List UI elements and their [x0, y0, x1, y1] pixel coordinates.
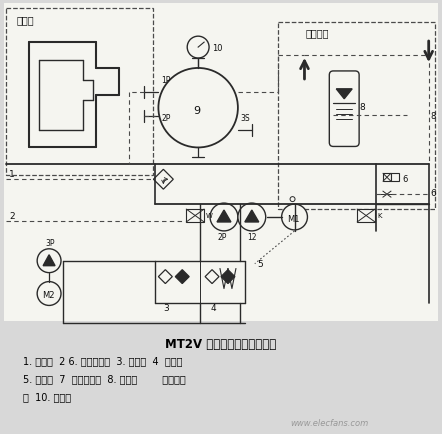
Text: 3S: 3S — [241, 113, 251, 122]
Polygon shape — [158, 270, 172, 284]
Text: 9: 9 — [193, 105, 200, 115]
Text: 关  10. 油压表: 关 10. 油压表 — [23, 391, 71, 401]
Text: 2P: 2P — [161, 113, 171, 122]
Circle shape — [187, 37, 209, 59]
Text: 12: 12 — [247, 232, 256, 241]
Text: www.elecfans.com: www.elecfans.com — [290, 418, 369, 427]
Polygon shape — [336, 89, 352, 99]
Text: 6: 6 — [403, 175, 408, 184]
Circle shape — [238, 204, 266, 231]
Circle shape — [158, 69, 238, 148]
Bar — [4, 4, 438, 322]
Text: MT2V 液压和主轴润滑原理图: MT2V 液压和主轴润滑原理图 — [165, 337, 277, 350]
Bar — [391, 174, 399, 182]
Polygon shape — [221, 270, 235, 284]
Text: 2: 2 — [9, 211, 15, 220]
Polygon shape — [205, 270, 219, 284]
Text: W: W — [206, 213, 213, 218]
Text: 8: 8 — [359, 102, 365, 112]
Circle shape — [37, 282, 61, 306]
Text: 1: 1 — [9, 170, 15, 179]
Polygon shape — [217, 210, 231, 223]
Text: 4: 4 — [210, 304, 216, 312]
Text: 2P: 2P — [217, 232, 226, 241]
Text: K: K — [377, 213, 381, 218]
Text: 5: 5 — [258, 259, 263, 268]
Text: 3: 3 — [164, 304, 169, 312]
Text: 液压系统: 液压系统 — [305, 28, 329, 38]
Bar — [186, 210, 204, 223]
Circle shape — [37, 249, 61, 273]
Text: 主轴箱: 主轴箱 — [16, 15, 34, 25]
Circle shape — [282, 204, 308, 230]
Text: 8: 8 — [431, 112, 436, 121]
Polygon shape — [245, 210, 259, 223]
Text: 10: 10 — [212, 44, 223, 53]
Bar — [278, 23, 434, 210]
Text: M2: M2 — [42, 291, 55, 300]
Text: 1. 制冷器  2 6. 自控溢流阀  3. 主油箱  4  滤油器: 1. 制冷器 2 6. 自控溢流阀 3. 主油箱 4 滤油器 — [23, 355, 183, 365]
Text: 1P: 1P — [161, 76, 171, 85]
Polygon shape — [43, 255, 55, 266]
Text: 3P: 3P — [45, 238, 55, 247]
Polygon shape — [153, 170, 173, 190]
FancyBboxPatch shape — [329, 72, 359, 147]
Text: M1: M1 — [288, 214, 300, 224]
Bar — [6, 9, 153, 176]
Polygon shape — [175, 270, 189, 284]
Bar — [357, 210, 375, 223]
Text: 5. 单向阀  7  手动截止阀  8. 蓄能器        压差发讯: 5. 单向阀 7 手动截止阀 8. 蓄能器 压差发讯 — [23, 373, 186, 383]
Circle shape — [210, 204, 238, 231]
Text: 6: 6 — [431, 189, 436, 197]
Bar — [383, 174, 391, 182]
